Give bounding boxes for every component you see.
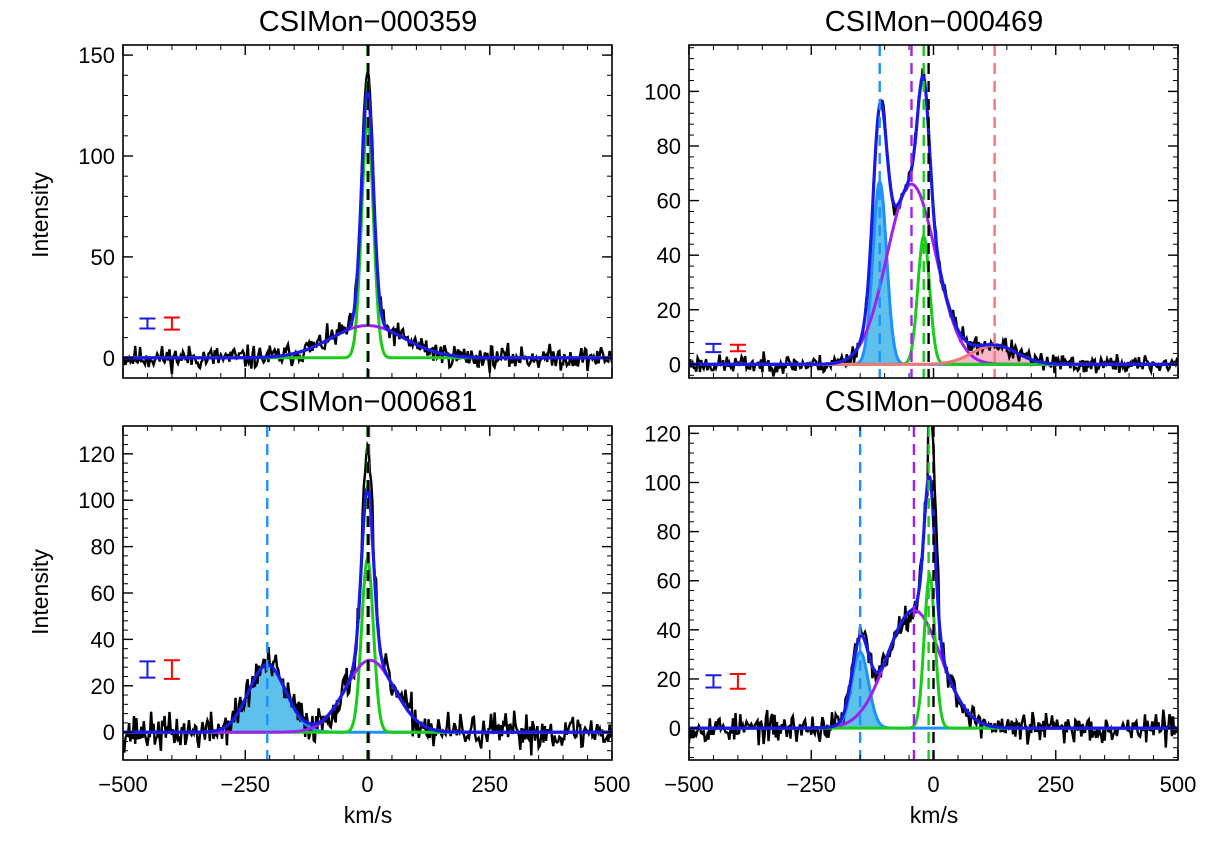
y-tick-label: 20 [657,667,681,692]
x-axis-label: km/s [344,802,393,828]
y-tick-label: 100 [644,470,681,495]
total-fit-curve [689,72,1178,366]
y-tick-label: 100 [78,488,115,513]
y-tick-label: 80 [91,535,115,560]
y-tick-label: 100 [644,79,681,104]
y-tick-label: 0 [103,346,115,371]
y-tick-label: 40 [657,618,681,643]
x-tick-label: 250 [1037,772,1074,797]
y-tick-label: 40 [91,627,115,652]
panel-csimon-000469: CSIMon−000469 0 20 40 60 80 100 [644,6,1179,379]
x-tick-label: 500 [594,772,631,797]
x-tick-label: 500 [1160,772,1197,797]
y-tick-label: 0 [103,720,115,745]
plot-area: 0 20 40 60 80 100 120 −500 −250 0 250 500 [644,421,1197,797]
blue_wing-fill [123,664,612,733]
y-tick-label: 100 [78,144,115,169]
error-bar [139,660,156,679]
error-bar [705,342,722,354]
y-tick-label: 150 [78,43,115,68]
error-bar [729,673,746,690]
plot-area: 0 20 40 60 80 100 120 −500 −250 0 250 500 [78,425,631,797]
y-axis-label: Intensity [27,549,53,635]
y-tick-label: 40 [657,243,681,268]
error-bar [705,674,722,689]
panel-title: CSIMon−000846 [825,386,1043,418]
panel-csimon-000359: CSIMon−000359 Intensity 0 50 100 150 [27,6,613,379]
x-tick-label: 250 [471,772,508,797]
y-tick-label: 0 [669,352,681,377]
y-tick-label: 20 [91,674,115,699]
panel-csimon-000846: CSIMon−000846 km/s 0 20 40 60 80 100 120 −500 −2… [644,386,1196,828]
x-tick-label: −250 [220,772,270,797]
x-axis-label: km/s [910,802,959,828]
y-axis-label: Intensity [27,172,53,258]
error-bar [139,317,156,330]
x-tick-label: 0 [361,772,373,797]
plot-content [123,45,612,378]
error-bar [163,659,180,680]
plot-content [123,426,612,760]
y-tick-label: 60 [91,581,115,606]
y-tick-label: 80 [657,134,681,159]
panel-title: CSIMon−000359 [259,6,477,38]
plot-content [689,426,1178,760]
y-tick-label: 0 [669,716,681,741]
narrow-component-curve [689,232,1178,366]
y-tick-label: 120 [78,442,115,467]
plot-content [689,45,1178,378]
y-tick-label: 60 [657,189,681,214]
error-bar [163,316,180,331]
y-tick-label: 20 [657,298,681,323]
panel-title: CSIMon−000469 [825,6,1043,38]
error-bar [729,343,746,353]
panel-csimon-000681: CSIMon−000681 Intensity km/s 0 20 40 60 80 10… [27,386,630,828]
plot-area: 0 50 100 150 [78,43,613,379]
y-tick-label: 80 [657,520,681,545]
x-tick-label: −250 [786,772,836,797]
x-tick-label: 0 [927,772,939,797]
panel-title: CSIMon−000681 [259,386,477,418]
plot-area: 0 20 40 60 80 100 [644,44,1179,379]
y-tick-label: 60 [657,569,681,594]
x-tick-label: −500 [98,772,148,797]
x-tick-label: −500 [664,772,714,797]
y-tick-label: 120 [644,421,681,446]
y-tick-label: 50 [91,245,115,270]
